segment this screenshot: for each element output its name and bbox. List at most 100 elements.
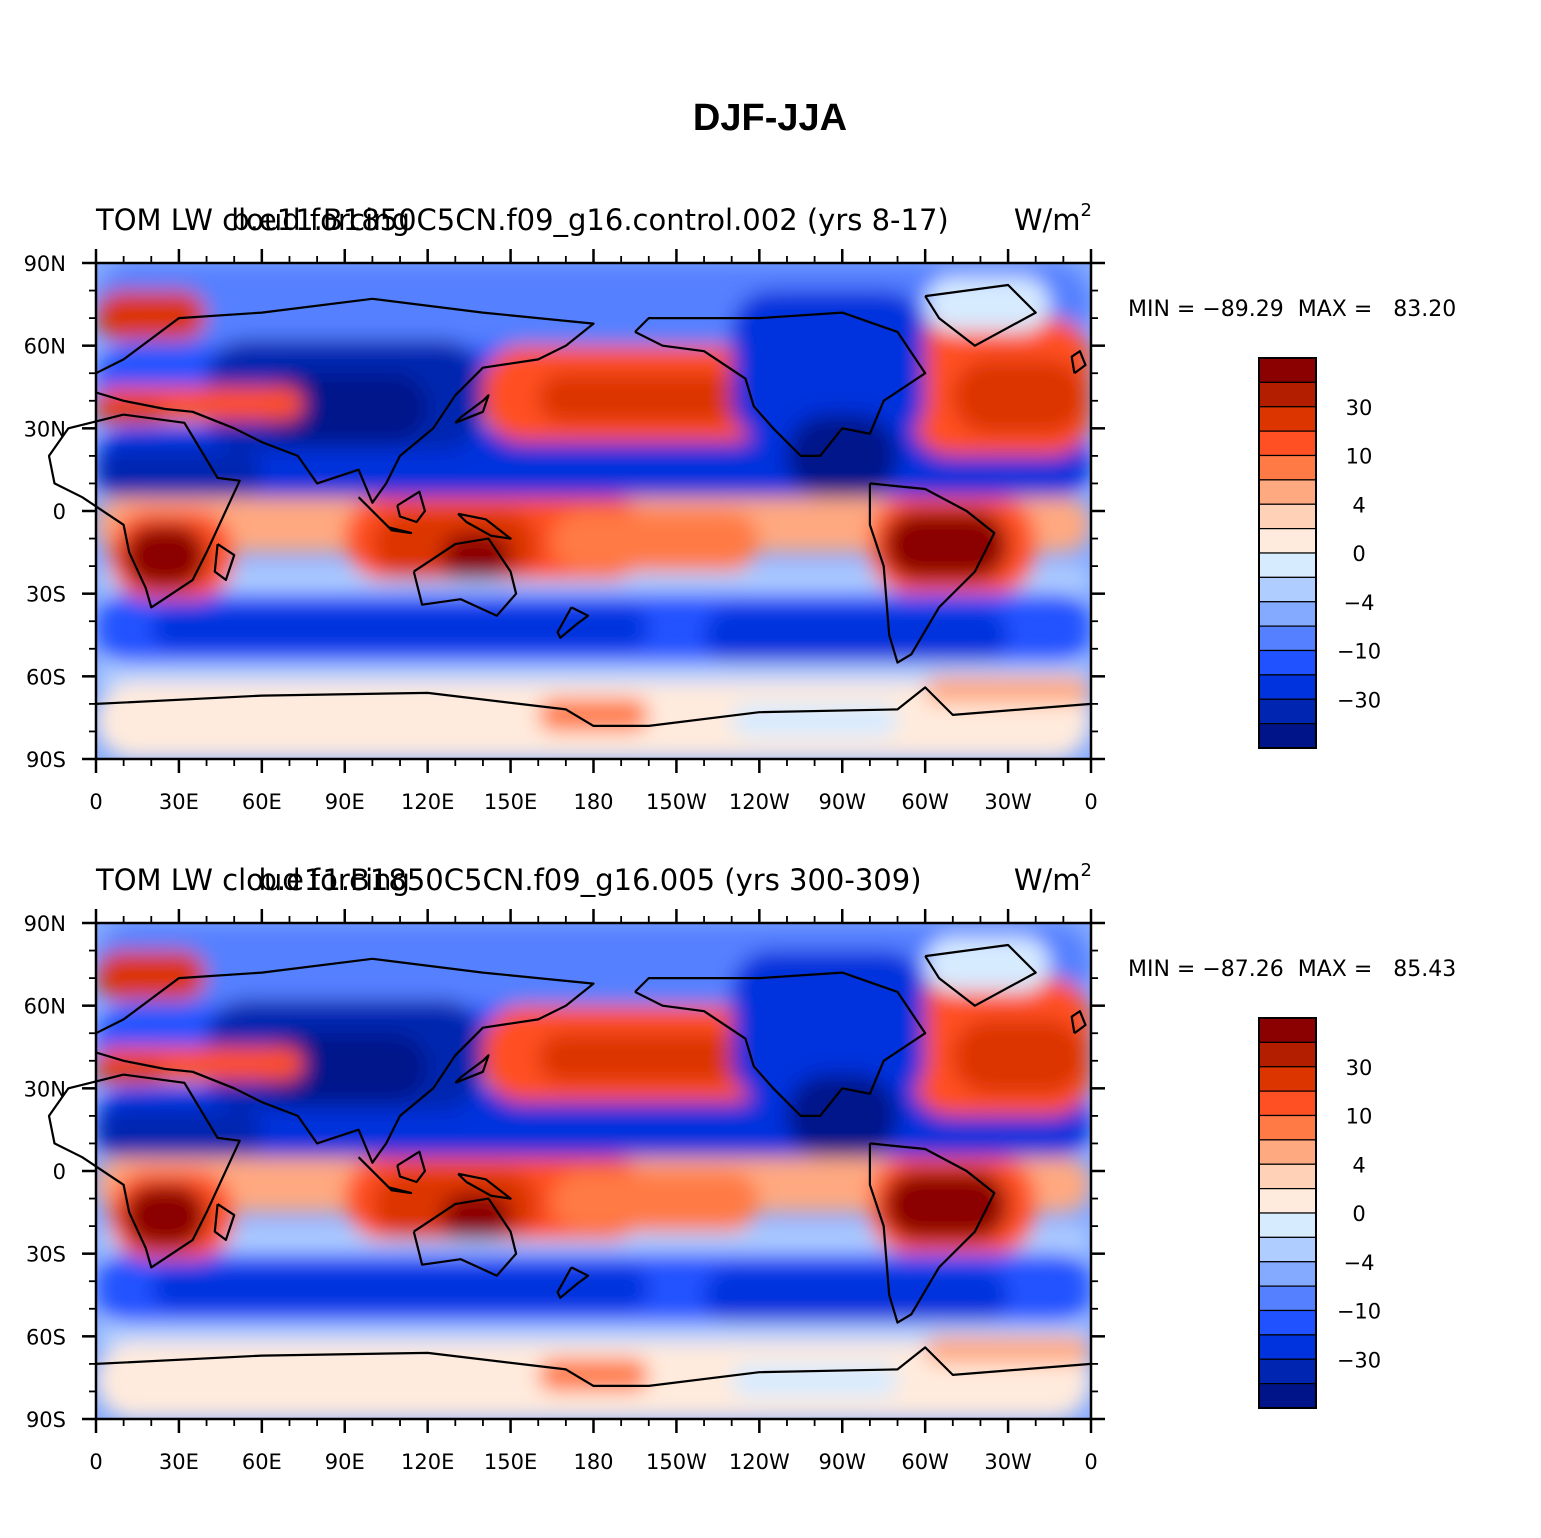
- panel-bottom-center-title: b.e11.B1850C5CN.f09_g16.005 (yrs 300-309…: [258, 863, 921, 897]
- y-tick-label: 0: [53, 500, 66, 524]
- x-tick-label: 0: [1084, 790, 1097, 814]
- field-region: [883, 511, 1009, 580]
- colorbar-swatch: [1258, 1066, 1317, 1092]
- panel-top-left-title: TOM LW cloud forcing: [95, 203, 410, 237]
- field-region: [952, 359, 1086, 434]
- x-tick-label: 0: [89, 1450, 102, 1474]
- coastline: [396, 490, 426, 524]
- y-tick-label: 90N: [24, 912, 66, 936]
- panel-top: TOM LW cloud forcing b.e11.B1850C5CN.f09…: [24, 200, 1457, 814]
- coastline: [454, 1054, 490, 1084]
- panel-top-field: [96, 263, 1091, 759]
- coastline: [1070, 1010, 1087, 1035]
- colorbar-label: 4: [1352, 493, 1365, 517]
- colorbar-swatch: [1258, 625, 1317, 652]
- x-tick-label: 60W: [901, 1450, 949, 1474]
- coastline: [95, 297, 595, 504]
- colorbar-swatch: [1258, 1041, 1317, 1068]
- panel-top-units: W/m2: [1014, 200, 1092, 237]
- field-region: [96, 1226, 1091, 1254]
- colorbar-swatch: [1258, 479, 1317, 505]
- coastline: [47, 1073, 241, 1269]
- field-region: [96, 290, 207, 341]
- field-region: [925, 1336, 1091, 1364]
- colorbar-frame: [1258, 1017, 1317, 1409]
- coastline: [412, 1197, 518, 1277]
- colorbar-swatch: [1258, 430, 1317, 457]
- x-tick-label: 90W: [819, 790, 867, 814]
- colorbar-label: −30: [1337, 1348, 1381, 1372]
- coastline: [357, 1156, 413, 1195]
- panel-bottom-colorbar: 30 10 4 0 −4 −10 −30: [1258, 1017, 1381, 1409]
- field-region: [538, 1033, 746, 1083]
- x-tick-label: 60E: [242, 790, 282, 814]
- x-tick-label: 150W: [646, 790, 707, 814]
- field-region: [151, 607, 649, 649]
- coastline: [868, 1142, 996, 1324]
- field-region: [952, 1019, 1086, 1094]
- colorbar-label: −10: [1337, 640, 1381, 664]
- field-blobs: [96, 923, 1091, 1419]
- x-tick-label: 120W: [729, 790, 790, 814]
- y-tick-label: 30N: [24, 417, 66, 441]
- colorbar-swatch: [1258, 649, 1317, 676]
- colorbar-swatch: [1258, 1334, 1317, 1360]
- panel-bottom-minmax: MIN = −87.26 MAX = 85.43: [1128, 957, 1456, 982]
- colorbar-swatch: [1258, 503, 1317, 530]
- colorbar-swatch: [1258, 1212, 1317, 1238]
- y-tick-label: 30S: [26, 1243, 66, 1267]
- colorbar-swatch: [1258, 1139, 1317, 1165]
- coastline: [868, 482, 996, 664]
- field-region: [925, 936, 1050, 992]
- x-tick-label: 60E: [242, 1450, 282, 1474]
- colorbar-swatch: [1258, 1188, 1317, 1214]
- panel-top-coastlines: [47, 283, 1092, 727]
- colorbar-swatch: [1258, 576, 1317, 603]
- colorbar-swatch: [1258, 1163, 1317, 1190]
- x-tick-label: 0: [89, 790, 102, 814]
- field-region: [96, 950, 207, 1001]
- colorbar-swatch: [1258, 1114, 1317, 1141]
- colorbar-swatch: [1258, 357, 1317, 383]
- colorbar-swatch: [1258, 552, 1317, 578]
- coastline: [213, 543, 236, 581]
- colorbar-label: 0: [1352, 542, 1365, 566]
- field-region: [96, 450, 262, 498]
- colorbar-label: −4: [1344, 1251, 1375, 1275]
- field-region: [704, 1267, 1009, 1323]
- colorbar-swatch: [1258, 1090, 1317, 1117]
- panel-bottom-field: [96, 923, 1091, 1419]
- x-tick-label: 150W: [646, 1450, 707, 1474]
- colorbar-label: −30: [1337, 688, 1381, 712]
- coastline: [95, 957, 595, 1164]
- y-tick-label: 90S: [26, 1408, 66, 1432]
- colorbar-swatch: [1258, 528, 1317, 554]
- colorbar-frame: [1258, 357, 1317, 749]
- field-region: [538, 1358, 649, 1392]
- x-tick-label: 30E: [159, 790, 199, 814]
- coastline: [924, 283, 1037, 347]
- colorbar-swatch: [1258, 723, 1317, 749]
- y-tick-label: 0: [53, 1160, 66, 1184]
- panel-top-minmax: MIN = −89.29 MAX = 83.20: [1128, 297, 1456, 322]
- x-tick-label: 180: [573, 790, 613, 814]
- field-region: [786, 1074, 898, 1158]
- field-region: [925, 676, 1091, 704]
- colorbar-label: −10: [1337, 1300, 1381, 1324]
- field-region: [261, 1033, 428, 1103]
- colorbar-swatch: [1258, 698, 1317, 725]
- y-tick-label: 90S: [26, 748, 66, 772]
- colorbar-swatch: [1258, 1383, 1317, 1409]
- field-region: [123, 524, 207, 589]
- panel-bottom-left-title: TOM LW cloud forcing: [95, 863, 410, 897]
- field-region: [786, 414, 898, 498]
- field-region: [704, 607, 1009, 663]
- colorbar-label: 10: [1346, 1105, 1373, 1129]
- panel-top-colorbar: 30 10 4 0 −4 −10 −30: [1258, 357, 1381, 749]
- coastline: [634, 311, 927, 457]
- figure-title: DJF-JJA: [693, 97, 847, 139]
- x-tick-label: 60W: [901, 790, 949, 814]
- x-tick-label: 90E: [325, 790, 365, 814]
- y-tick-label: 90N: [24, 252, 66, 276]
- x-tick-label: 120W: [729, 1450, 790, 1474]
